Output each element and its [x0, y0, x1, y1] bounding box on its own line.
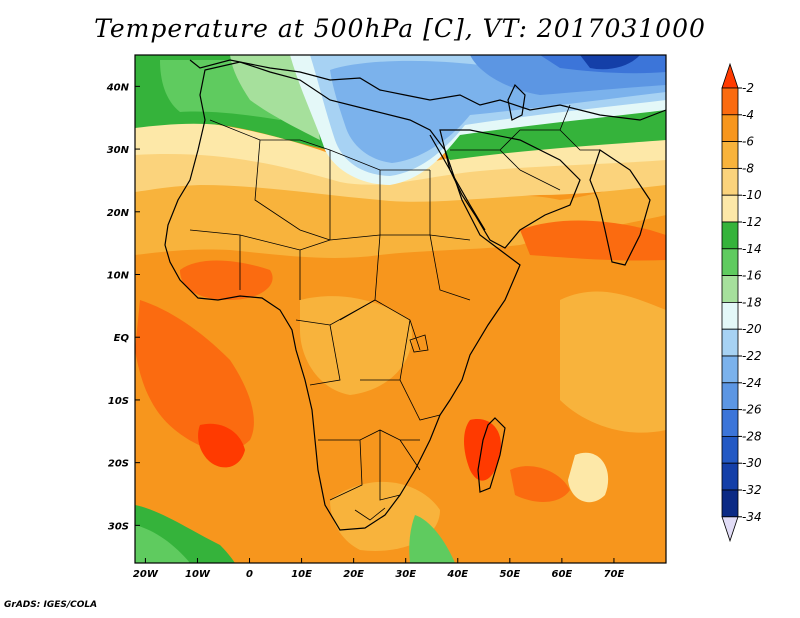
colorbar-label: -34: [742, 510, 762, 524]
colorbar-label: -6: [742, 135, 754, 149]
colorbar-label: -26: [742, 403, 762, 417]
sahel-borders: [189, 229, 471, 321]
colorbar-bottom-arrow: [721, 516, 739, 543]
lon-tick-label: 40E: [446, 569, 468, 580]
field-minus4-southeast: [510, 466, 570, 502]
colorbar-label: -22: [742, 349, 762, 363]
colorbar-segment: [721, 275, 739, 303]
colorbar-top-arrow: [721, 62, 739, 89]
colorbar-segment: [721, 328, 739, 357]
field-minus12-band: [135, 119, 666, 185]
colorbar-segment: [721, 435, 739, 464]
lake-victoria: [409, 334, 429, 353]
southern-africa-borders: [318, 429, 421, 521]
field-minus8-indian: [560, 291, 666, 433]
lon-tick-label: 70E: [604, 569, 625, 580]
arabia-coastline: [439, 129, 581, 249]
colorbar-segment: [721, 355, 739, 384]
field-minus16-south: [409, 515, 455, 563]
europe-coastline: [189, 59, 666, 121]
lon-tick-label: 20E: [343, 569, 364, 580]
colorbar-segment: [721, 114, 739, 143]
colorbar-label: -14: [742, 242, 762, 256]
field-minus4-atlantic: [135, 300, 254, 451]
caspian-coastline: [507, 83, 526, 121]
colorbar-segment: [721, 382, 739, 410]
lat-tick-label: 20S: [108, 459, 129, 470]
field-minus8-central: [300, 296, 412, 395]
axis-ticks: 20W 10W 0 10E 20E 30E 40E 50E 60E 70E 40N 30N 20N 10N…: [106, 82, 625, 580]
field-minus12-indian: [568, 452, 609, 503]
colorbar-segment: [721, 248, 739, 277]
field-minus4-west: [180, 260, 273, 300]
lat-tick-label: 30N: [107, 145, 130, 156]
colorbar-label: -2: [742, 81, 754, 95]
lon-tick-label: 10E: [291, 569, 312, 580]
lat-tick-label: 40N: [106, 82, 130, 93]
colorbar-segment: [721, 87, 739, 116]
madagascar-coastline: [477, 417, 506, 493]
colorbar-label: -12: [742, 215, 762, 229]
plot-frame: [134, 54, 667, 564]
lat-tick-label: 20N: [107, 208, 130, 219]
africa-coastline: [164, 61, 521, 531]
red-sea-coastline: [429, 134, 486, 231]
field-minus2-madagascar: [464, 419, 501, 481]
chart-title: Temperature at 500hPa [C], VT: 201703100…: [94, 14, 706, 43]
colorbar-label: -30: [742, 456, 762, 470]
country-borders: [189, 104, 600, 521]
lon-tick-label: 10W: [185, 569, 211, 580]
colorbar-label: -18: [742, 295, 762, 309]
credit-text: GrADS: IGES/COLA: [4, 600, 98, 610]
coastlines: [164, 59, 666, 531]
colorbar-label: -24: [742, 376, 762, 390]
colorbar-segment: [721, 489, 739, 518]
colorbar-segment: [721, 167, 739, 196]
colorbar-label: -28: [742, 429, 762, 443]
field-minus2-atlantic: [198, 423, 245, 468]
north-africa-borders: [209, 119, 431, 241]
india-coastline: [589, 149, 651, 266]
colorbar-label: -16: [742, 269, 762, 283]
lon-tick-label: 20W: [133, 569, 159, 580]
colorbar: -2 -4 -6 -8 -10 -12 -14 -16 -18 -20 -22 -24 -26 -28 -3…: [721, 62, 762, 543]
colorbar-segment: [721, 194, 739, 223]
colorbar-segment: [721, 301, 739, 330]
colorbar-label: -32: [742, 483, 762, 497]
colorbar-segment: [721, 221, 739, 250]
lon-tick-label: 0: [246, 569, 253, 580]
lat-tick-label: EQ: [114, 333, 130, 344]
colorbar-segment: [721, 141, 739, 169]
colorbar-label: -20: [742, 322, 762, 336]
colorbar-segment: [721, 462, 739, 491]
middle-east-borders: [450, 104, 600, 191]
central-africa-borders: [295, 299, 441, 421]
colorbar-label: -10: [742, 188, 762, 202]
field-minus32-northeast: [580, 55, 640, 70]
lat-tick-label: 10N: [107, 271, 130, 282]
lon-tick-label: 50E: [499, 569, 520, 580]
lon-tick-label: 30E: [395, 569, 416, 580]
colorbar-label: -8: [742, 161, 754, 175]
lon-tick-label: 60E: [552, 569, 573, 580]
lat-tick-label: 30S: [108, 521, 129, 532]
colorbar-segment: [721, 409, 739, 437]
field-minus16-southwest: [135, 525, 190, 563]
field-minus4-arabian: [520, 220, 666, 261]
lat-tick-label: 10S: [108, 396, 129, 407]
temperature-field: [135, 55, 666, 563]
colorbar-label: -4: [742, 108, 754, 122]
